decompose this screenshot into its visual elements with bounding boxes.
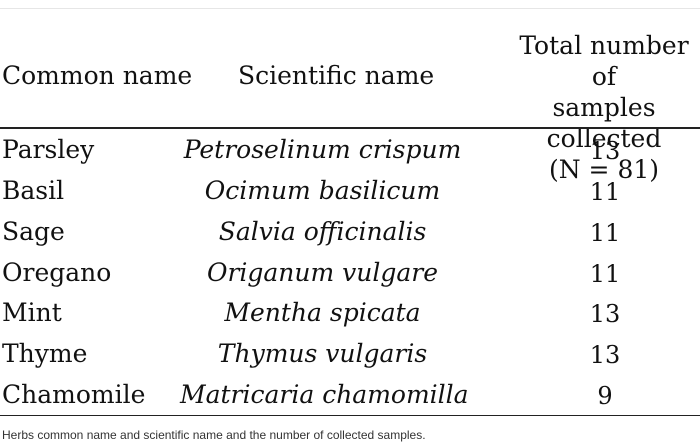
table-row: Chamomile Matricaria chamomilla 9 (0, 375, 700, 415)
cell-scientific-name: Origanum vulgare (206, 258, 439, 287)
cell-scientific-name: Salvia officinalis (218, 217, 427, 246)
header-common-name: Common name (2, 61, 193, 90)
header-total-line-3: (N = 81) (548, 155, 660, 184)
header-total-line-1: Total number of (519, 31, 689, 91)
table-row: Parsley Petroselinum crispum 13 (0, 130, 700, 170)
table-caption: Herbs common name and scientific name an… (2, 428, 426, 442)
cell-scientific-name: Petroselinum crispum (183, 135, 462, 164)
cell-total: 13 (589, 137, 621, 165)
cell-common-name: Sage (2, 217, 65, 246)
cell-total: 11 (589, 178, 621, 206)
cell-scientific-name: Matricaria chamomilla (180, 380, 469, 409)
top-divider (0, 8, 700, 9)
cell-total: 13 (589, 341, 621, 369)
cell-scientific-name: Thymus vulgaris (217, 339, 428, 368)
header-scientific-name: Scientific name (238, 61, 435, 90)
cell-scientific-name: Mentha spicata (224, 298, 421, 327)
cell-scientific-name: Ocimum basilicum (204, 176, 441, 205)
cell-total: 11 (589, 260, 621, 288)
cell-common-name: Basil (2, 176, 65, 205)
cell-common-name: Thyme (2, 339, 88, 368)
cell-common-name: Chamomile (2, 380, 146, 409)
cell-common-name: Parsley (2, 135, 95, 164)
table-row: Oregano Origanum vulgare 11 (0, 253, 700, 293)
cell-total: 9 (597, 382, 613, 410)
table-row: Thyme Thymus vulgaris 13 (0, 334, 700, 374)
bottom-divider (0, 415, 700, 416)
table-header: Common name Scientific name Total number… (0, 24, 700, 184)
header-divider (0, 127, 700, 129)
table-row: Sage Salvia officinalis 11 (0, 212, 700, 252)
cell-common-name: Mint (2, 298, 62, 327)
cell-total: 11 (589, 219, 621, 247)
cell-common-name: Oregano (2, 258, 112, 287)
table-row: Mint Mentha spicata 13 (0, 293, 700, 333)
cell-total: 13 (589, 300, 621, 328)
table-row: Basil Ocimum basilicum 11 (0, 171, 700, 211)
